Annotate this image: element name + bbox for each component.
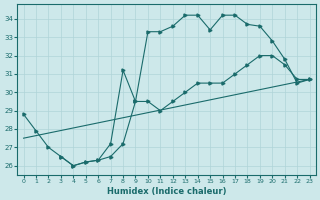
X-axis label: Humidex (Indice chaleur): Humidex (Indice chaleur) (107, 187, 226, 196)
